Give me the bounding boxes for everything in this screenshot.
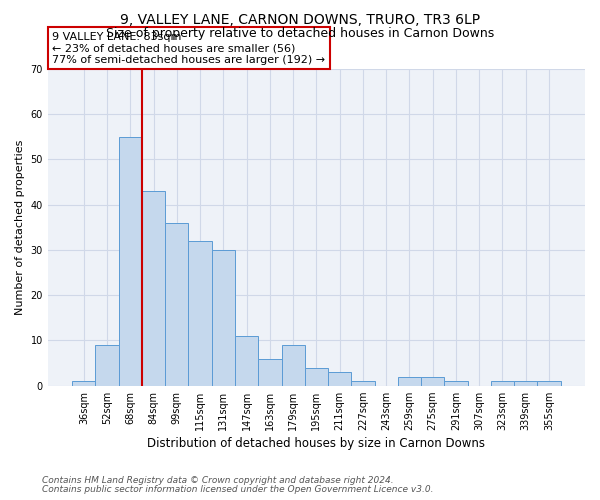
Text: Size of property relative to detached houses in Carnon Downs: Size of property relative to detached ho… (106, 28, 494, 40)
Text: Contains public sector information licensed under the Open Government Licence v3: Contains public sector information licen… (42, 485, 433, 494)
Bar (445, 381, 467, 386)
Bar (188, 241, 212, 386)
Bar (328, 372, 351, 386)
Bar (398, 376, 421, 386)
Text: Contains HM Land Registry data © Crown copyright and database right 2024.: Contains HM Land Registry data © Crown c… (42, 476, 394, 485)
Bar (538, 381, 560, 386)
Bar (421, 376, 445, 386)
Bar (72, 381, 95, 386)
Bar (235, 336, 258, 386)
Bar (142, 191, 165, 386)
Bar (514, 381, 538, 386)
Bar (119, 137, 142, 386)
Bar (491, 381, 514, 386)
X-axis label: Distribution of detached houses by size in Carnon Downs: Distribution of detached houses by size … (148, 437, 485, 450)
Text: 9, VALLEY LANE, CARNON DOWNS, TRURO, TR3 6LP: 9, VALLEY LANE, CARNON DOWNS, TRURO, TR3… (120, 12, 480, 26)
Bar (281, 345, 305, 386)
Bar (305, 368, 328, 386)
Bar (95, 345, 119, 386)
Bar (351, 381, 374, 386)
Bar (165, 223, 188, 386)
Bar (258, 358, 281, 386)
Text: 9 VALLEY LANE: 83sqm
← 23% of detached houses are smaller (56)
77% of semi-detac: 9 VALLEY LANE: 83sqm ← 23% of detached h… (52, 32, 325, 65)
Y-axis label: Number of detached properties: Number of detached properties (15, 140, 25, 315)
Bar (212, 250, 235, 386)
